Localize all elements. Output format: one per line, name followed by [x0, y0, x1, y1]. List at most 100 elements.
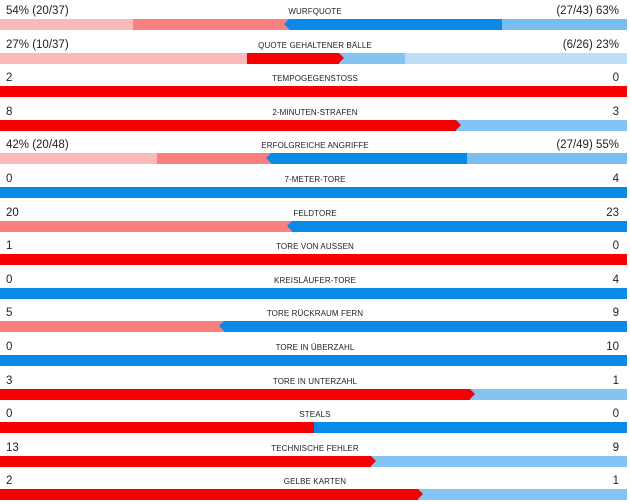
home-value: 2: [6, 475, 13, 488]
stat-title: GELBE KARTEN: [283, 477, 347, 487]
away-bar-remainder: [502, 19, 627, 30]
stat-title: TORE IN UNTERZAHL: [272, 376, 358, 386]
stat-label-line: 8 2-MINUTEN-STRAFEN 3: [0, 102, 630, 122]
stat-bar: [0, 388, 627, 400]
stat-bar: [0, 86, 627, 98]
stat-title: 7-METER-TORE: [284, 175, 346, 184]
bar-split-notch: [287, 220, 292, 231]
stat-row-tore-in-unterzahl: 3 TORE IN UNTERZAHL 1: [0, 370, 630, 404]
bar-split-notch: [266, 153, 271, 164]
away-value: 10: [606, 341, 619, 353]
stat-label-line: 20 FELDTORE 23: [0, 203, 630, 223]
away-bar: [0, 187, 627, 198]
home-value: 0: [6, 341, 13, 353]
stat-title: FELDTORE: [293, 208, 337, 218]
stat-title: TORE VON AUSSEN: [276, 242, 354, 252]
away-bar: [292, 220, 627, 232]
home-value: 8: [6, 105, 13, 118]
home-value: 54% (20/37): [6, 5, 69, 17]
away-value: 3: [612, 105, 619, 118]
bar-split-notch: [418, 489, 423, 500]
stat-bar: [0, 455, 627, 467]
home-value: 20: [6, 206, 19, 219]
stat-row-2-minuten-strafen: 8 2-MINUTEN-STRAFEN 3: [0, 101, 630, 135]
home-value: 0: [6, 273, 13, 286]
stat-title: STEALS: [299, 410, 331, 420]
stat-label-line: 2 TEMPOGEGENSTOSS 0: [0, 68, 630, 88]
home-bar: [0, 388, 470, 400]
home-bar: [247, 52, 339, 64]
home-bar: [0, 220, 292, 232]
home-value: 27% (10/37): [6, 38, 69, 51]
stat-bar: [0, 220, 627, 232]
away-bar: [456, 119, 627, 131]
stat-label-line: 0 7-METER-TORE 4: [0, 169, 630, 189]
stat-title: WURFQUOTE: [288, 7, 342, 16]
stat-title: TEMPOGEGENSTOSS: [272, 74, 358, 84]
stat-title: TORE RÜCKRAUM FERN: [266, 309, 364, 319]
stat-label-line: 13 TECHNISCHE FEHLER 9: [0, 438, 630, 458]
stat-row-wurfquote: 54% (20/37) WURFQUOTE (27/43) 63%: [0, 0, 630, 34]
stat-label-line: 0 STEALS 0: [0, 404, 630, 424]
away-value: 9: [612, 307, 619, 320]
home-bar: [157, 153, 271, 165]
stat-row-tempogegenstoss: 2 TEMPOGEGENSTOSS 0: [0, 67, 630, 101]
stat-bar: [0, 52, 627, 64]
away-bar: [339, 52, 405, 64]
away-bar: [0, 287, 627, 299]
home-value: 3: [6, 374, 13, 387]
away-bar: [224, 321, 627, 333]
stat-row-7-meter-tore: 0 7-METER-TORE 4: [0, 168, 630, 202]
away-value: 1: [612, 374, 619, 387]
stat-label-line: 0 TORE IN ÜBERZAHL 10: [0, 337, 630, 357]
stat-label-line: 54% (20/37) WURFQUOTE (27/43) 63%: [0, 1, 630, 21]
bar-split-notch: [284, 19, 289, 29]
stat-bar: [0, 119, 627, 131]
home-bar-remainder: [0, 19, 133, 30]
home-value: 5: [6, 307, 13, 320]
away-bar: [289, 19, 502, 30]
stat-label-line: 1 TORE VON AUSSEN 0: [0, 236, 630, 256]
stat-title: KREISLÄUFER-TORE: [274, 275, 356, 285]
away-bar: [418, 489, 627, 501]
away-value: 4: [612, 273, 619, 286]
stat-title: QUOTE GEHALTENER BÄLLE: [258, 40, 372, 50]
stat-row-gelbe-karten: 2 GELBE KARTEN 1: [0, 470, 630, 504]
home-bar-remainder: [0, 52, 247, 64]
bar-split-notch: [219, 321, 224, 332]
stat-bar: [0, 254, 627, 266]
stat-bar: [0, 187, 627, 198]
away-value: (27/49) 55%: [556, 139, 619, 152]
away-bar: [371, 455, 627, 467]
away-value: (27/43) 63%: [556, 5, 619, 17]
bar-split-notch: [339, 52, 344, 63]
stat-bar: [0, 287, 627, 299]
stat-row-tore-in-ueberzahl: 0 TORE IN ÜBERZAHL 10: [0, 336, 630, 370]
bar-split-notch: [470, 388, 475, 399]
home-bar: [0, 254, 627, 266]
stat-title: TORE IN ÜBERZAHL: [275, 343, 355, 352]
away-bar: [470, 388, 627, 400]
stat-label-line: 42% (20/48) ERFOLGREICHE ANGRIFFE (27/49) …: [0, 135, 630, 155]
stat-label-line: 27% (10/37) QUOTE GEHALTENER BÄLLE (6/26) …: [0, 35, 630, 55]
away-bar: [271, 153, 467, 165]
away-value: 23: [606, 206, 619, 219]
stat-row-technische-fehler: 13 TECHNISCHE FEHLER 9: [0, 437, 630, 471]
bar-split-notch: [371, 455, 376, 466]
stat-title: ERFOLGREICHE ANGRIFFE: [261, 141, 369, 151]
stat-bar: [0, 422, 627, 434]
home-bar: [0, 119, 456, 131]
away-value: 1: [612, 475, 619, 488]
stat-bar: [0, 321, 627, 333]
home-bar: [133, 19, 289, 30]
home-bar: [0, 422, 314, 434]
stat-row-quote-gehaltener-baelle: 27% (10/37) QUOTE GEHALTENER BÄLLE (6/26) …: [0, 34, 630, 68]
home-value: 0: [6, 408, 13, 421]
home-value: 42% (20/48): [6, 139, 69, 152]
stat-row-tore-rueckraum-fern: 5 TORE RÜCKRAUM FERN 9: [0, 302, 630, 336]
stat-row-tore-von-aussen: 1 TORE VON AUSSEN 0: [0, 235, 630, 269]
stat-row-kreislaeufer-tore: 0 KREISLÄUFER-TORE 4: [0, 269, 630, 303]
away-value: 0: [612, 72, 619, 85]
stat-title: 2-MINUTEN-STRAFEN: [272, 107, 358, 117]
